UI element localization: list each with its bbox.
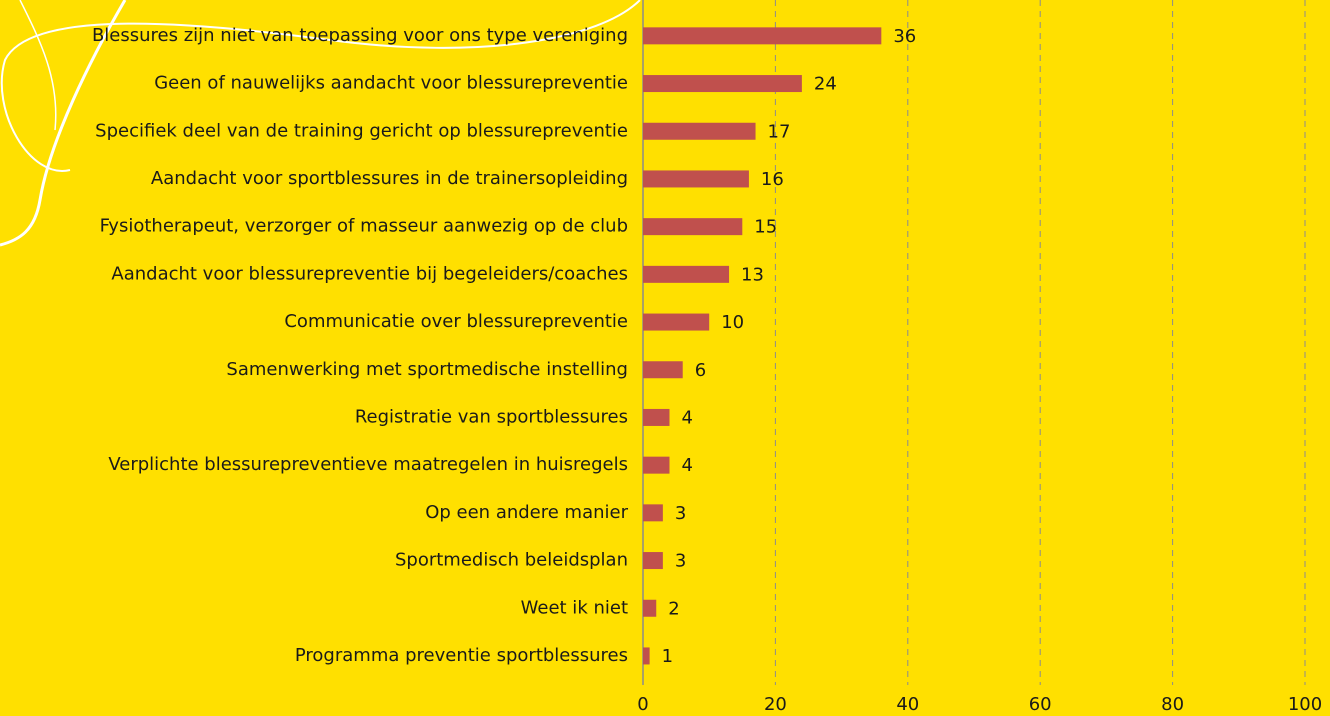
value-label: 24: [814, 74, 837, 95]
bar: [643, 27, 881, 44]
x-tick-label: 100: [1288, 694, 1322, 715]
page: {"chart_data": {"type": "bar", "orientat…: [0, 0, 1330, 716]
value-label: 6: [695, 360, 706, 381]
y-tick-label: Programma preventie sportblessures: [295, 645, 628, 666]
x-tick-label: 40: [896, 694, 919, 715]
y-tick-label: Op een andere manier: [425, 502, 628, 523]
bar: [643, 457, 669, 474]
bar: [643, 600, 656, 617]
y-tick-label: Sportmedisch beleidsplan: [395, 550, 628, 571]
x-tick-label: 0: [637, 694, 648, 715]
value-label: 4: [681, 407, 692, 428]
bar: [643, 552, 663, 569]
y-tick-label: Blessures zijn niet van toepassing voor …: [92, 25, 628, 46]
y-tick-label: Fysiotherapeut, verzorger of masseur aan…: [100, 216, 628, 237]
y-tick-label: Verplichte blessurepreventieve maatregel…: [108, 454, 628, 475]
bar: [643, 75, 802, 92]
bar: [643, 314, 709, 331]
y-tick-label: Registratie van sportblessures: [355, 406, 628, 427]
bar: [643, 409, 669, 426]
x-tick-label: 80: [1161, 694, 1184, 715]
value-label: 10: [721, 312, 744, 333]
bar: [643, 266, 729, 283]
bar: [643, 504, 663, 521]
bar: [643, 361, 683, 378]
bar: [643, 170, 749, 187]
bar: [643, 647, 650, 664]
x-tick-label: 20: [764, 694, 787, 715]
y-tick-label: Geen of nauwelijks aandacht voor blessur…: [154, 73, 628, 94]
y-tick-label: Specifiek deel van de training gericht o…: [95, 120, 628, 141]
value-label: 17: [768, 121, 791, 142]
background: [0, 0, 1330, 716]
value-label: 1: [662, 646, 673, 667]
value-label: 3: [675, 551, 686, 572]
value-label: 4: [681, 455, 692, 476]
x-tick-label: 60: [1029, 694, 1052, 715]
value-label: 36: [893, 26, 916, 47]
y-tick-label: Samenwerking met sportmedische instellin…: [226, 359, 628, 380]
bar: [643, 123, 756, 140]
value-label: 16: [761, 169, 784, 190]
y-tick-label: Aandacht voor blessurepreventie bij bege…: [111, 263, 628, 284]
y-tick-label: Weet ik niet: [521, 597, 628, 618]
value-label: 2: [668, 598, 679, 619]
y-tick-label: Communicatie over blessurepreventie: [284, 311, 628, 332]
value-label: 13: [741, 264, 764, 285]
y-tick-label: Aandacht voor sportblessures in de train…: [151, 168, 628, 189]
value-label: 15: [754, 217, 777, 238]
bar: [643, 218, 742, 235]
chart: 0 20 40 60 80 100 Blessures zijn niet van toep…: [0, 0, 1330, 716]
value-label: 3: [675, 503, 686, 524]
